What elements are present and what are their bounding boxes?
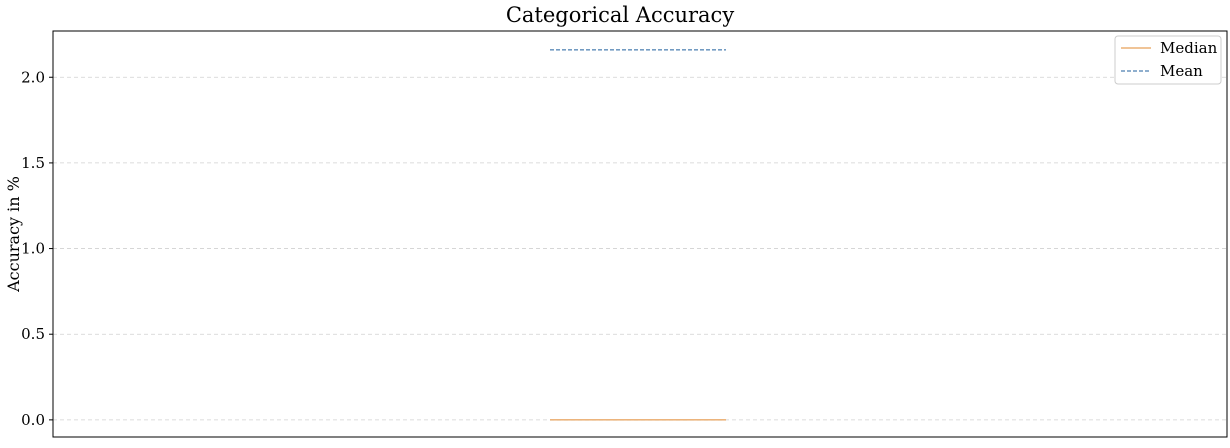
y-tick-label: 2.0 [21, 68, 45, 86]
y-tick-label: 1.0 [21, 240, 45, 258]
y-tick-label: 0.0 [21, 411, 45, 429]
grid [53, 76, 1227, 421]
y-ticks: 0.0 0.5 1.0 1.5 2.0 [21, 68, 53, 429]
plot-frame [52, 30, 1228, 438]
y-axis-label: Accuracy in % [4, 176, 23, 293]
legend: Median Mean [1114, 35, 1222, 85]
chart-title: Categorical Accuracy [506, 3, 735, 27]
legend-mean-label: Mean [1160, 62, 1203, 80]
y-tick-label: 0.5 [21, 325, 45, 343]
y-tick-label: 1.5 [21, 154, 45, 172]
plot-marks [550, 49, 726, 421]
legend-median-label: Median [1160, 39, 1218, 57]
